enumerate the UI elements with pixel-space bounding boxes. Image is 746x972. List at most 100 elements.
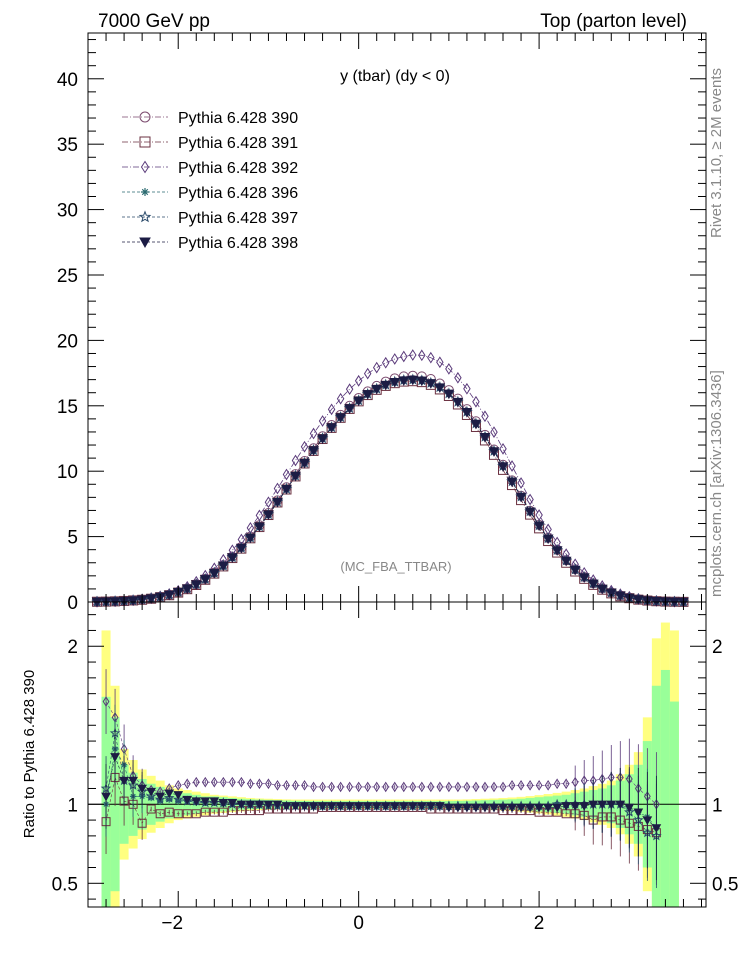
ratio-y-tick-label-right: 0.5	[712, 874, 738, 895]
data-point	[569, 565, 581, 576]
ratio-point	[444, 803, 454, 813]
ratio-point	[445, 781, 453, 793]
ratio-point	[499, 781, 507, 793]
data-point	[526, 493, 534, 506]
ratio-point	[256, 778, 263, 790]
ratio-point	[182, 809, 192, 819]
ratio-point	[562, 778, 570, 790]
analysis-annotation: (MC_FBA_TTBAR)	[340, 559, 451, 574]
ratio-point	[174, 779, 182, 791]
data-point	[236, 544, 247, 554]
legend-marker	[141, 188, 149, 196]
ratio-series-2	[102, 669, 660, 857]
data-point	[506, 477, 518, 488]
data-point	[425, 379, 437, 389]
ratio-point	[489, 803, 499, 813]
data-point	[363, 367, 372, 380]
ratio-point	[436, 781, 444, 793]
data-point	[145, 594, 157, 604]
ratio-point	[182, 795, 193, 805]
ratio-point	[218, 799, 229, 808]
data-point	[181, 584, 193, 595]
ratio-point	[219, 776, 227, 788]
ratio-point	[236, 800, 247, 810]
ratio-point	[274, 779, 281, 791]
ratio-point	[172, 793, 184, 805]
ratio-point	[534, 803, 544, 813]
ratio-point	[218, 807, 228, 817]
data-point	[632, 595, 644, 605]
ratio-point	[508, 779, 516, 791]
ratio-point	[326, 802, 337, 811]
legend-label: Pythia 6.428 390	[178, 110, 298, 127]
data-point	[418, 349, 426, 362]
data-point	[389, 378, 401, 388]
uncertainty-band-inner	[660, 669, 670, 907]
data-point	[336, 392, 345, 405]
data-point	[560, 556, 572, 567]
data-point	[517, 477, 525, 489]
ratio-point	[209, 807, 219, 817]
ratio-point	[651, 824, 662, 834]
data-point	[605, 588, 617, 599]
data-point	[434, 383, 446, 394]
data-point	[400, 350, 408, 363]
ratio-point	[344, 802, 355, 811]
data-point	[381, 356, 390, 369]
ratio-point	[517, 779, 525, 791]
plot-title: y (tbar) (dy < 0)	[340, 68, 450, 85]
ratio-point	[227, 799, 238, 808]
ratio-point	[201, 776, 209, 788]
data-point	[479, 432, 491, 443]
data-point	[472, 395, 480, 408]
ratio-point	[615, 800, 626, 810]
x-tick-label: 0	[353, 913, 364, 934]
data-point	[490, 426, 498, 438]
data-point	[318, 415, 327, 427]
ratio-point	[163, 792, 175, 803]
ratio-point	[380, 802, 391, 811]
main-plot-marks	[91, 349, 690, 608]
data-point	[353, 396, 365, 407]
data-point	[508, 460, 516, 472]
data-point	[551, 546, 563, 556]
ratio-point	[119, 776, 129, 786]
data-point	[335, 413, 346, 423]
ratio-point	[128, 776, 138, 786]
ratio-point	[317, 802, 328, 811]
ratio-point	[301, 779, 308, 791]
ratio-line	[105, 701, 657, 805]
ratio-point	[373, 781, 381, 793]
legend-label: Pythia 6.428 392	[178, 160, 298, 177]
ratio-point	[472, 781, 480, 793]
legend-entry: Pythia 6.428 392	[122, 160, 298, 177]
y-tick-label: 5	[67, 528, 78, 549]
ratio-point	[471, 803, 481, 813]
ratio-point	[543, 803, 553, 813]
y-tick-label: 40	[57, 70, 78, 91]
ratio-point	[247, 778, 254, 790]
data-point	[452, 397, 464, 408]
main-y-ticks: 0 5 10 15 20 25 30 35 40	[57, 33, 706, 614]
legend-marker	[139, 237, 151, 249]
ratio-point	[391, 781, 399, 793]
ratio-point	[155, 792, 166, 802]
data-point	[470, 419, 482, 430]
y-tick-label: 30	[57, 201, 78, 222]
ratio-point	[382, 781, 390, 793]
data-point	[463, 382, 471, 395]
y-tick-label: 35	[57, 135, 78, 156]
data-point	[199, 575, 211, 585]
y-tick-label: 15	[57, 397, 78, 418]
ratio-point	[145, 790, 157, 801]
ratio-point	[425, 802, 436, 811]
ratio-line	[105, 776, 657, 833]
ratio-plot-marks	[100, 669, 662, 889]
ratio-point	[290, 802, 301, 811]
ratio-point	[272, 800, 283, 810]
data-point	[499, 442, 507, 455]
data-point	[454, 371, 462, 384]
ratio-series-5	[101, 728, 662, 881]
ratio-y-tick-label: 1	[67, 795, 78, 816]
legend-label: Pythia 6.428 391	[178, 135, 298, 152]
